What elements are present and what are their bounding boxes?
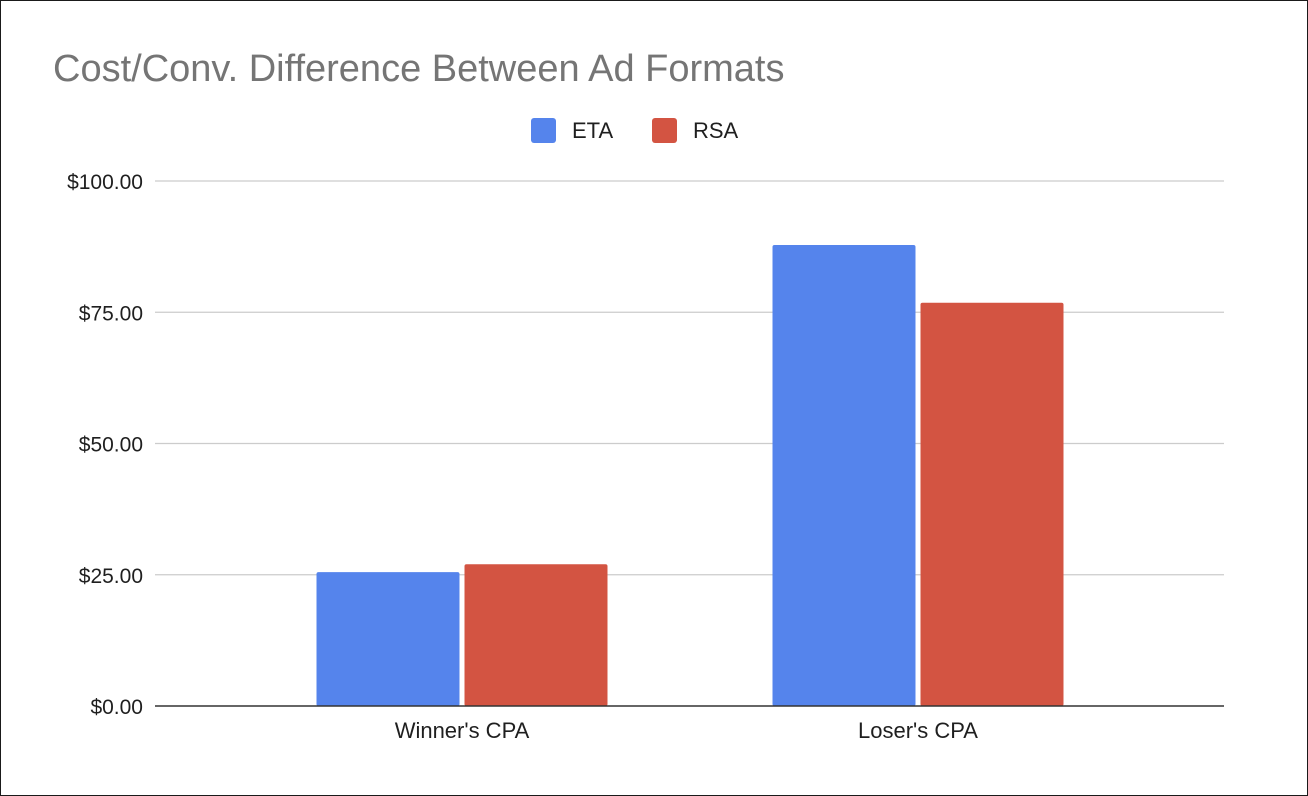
legend-label: RSA — [693, 118, 739, 143]
y-tick-label: $75.00 — [79, 302, 143, 325]
y-tick-label: $25.00 — [79, 565, 143, 588]
chart-title: Cost/Conv. Difference Between Ad Formats — [53, 48, 785, 90]
legend-swatch-eta — [531, 118, 556, 143]
legend: ETA RSA — [531, 118, 739, 143]
gridlines — [155, 180, 1224, 576]
y-tick-label: $100.00 — [67, 171, 143, 194]
bars — [316, 245, 1064, 707]
legend-swatch-rsa — [652, 118, 677, 143]
x-category-label: Winner's CPA — [395, 718, 530, 743]
legend-label: ETA — [572, 118, 613, 143]
bar-rsa — [920, 302, 1064, 706]
bar-eta — [772, 245, 916, 707]
y-tick-label: $50.00 — [79, 434, 143, 457]
y-axis-tick-labels: $0.00 $25.00 $50.00 $75.00 $100.00 — [67, 171, 143, 719]
y-tick-label: $0.00 — [90, 696, 143, 719]
x-axis-category-labels: Winner's CPA Loser's CPA — [395, 718, 979, 743]
bar-rsa — [464, 564, 608, 706]
bar-eta — [316, 572, 460, 706]
x-category-label: Loser's CPA — [858, 718, 978, 743]
